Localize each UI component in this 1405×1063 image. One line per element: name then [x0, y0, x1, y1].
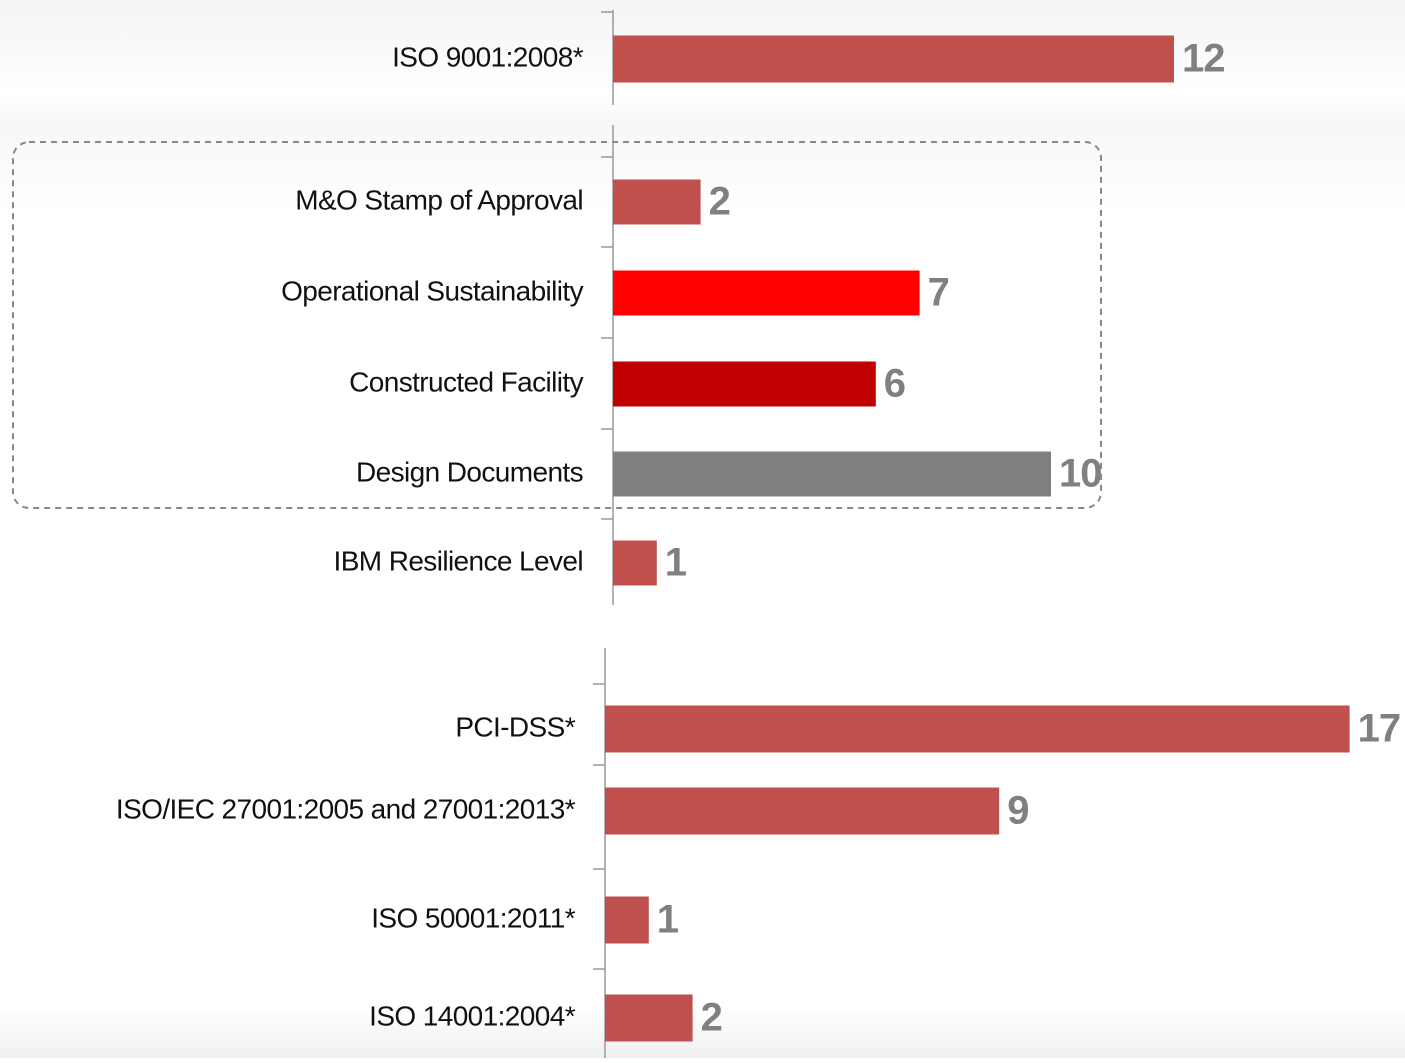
category-label: Constructed Facility — [349, 366, 583, 397]
category-label: M&O Stamp of Approval — [295, 184, 583, 215]
value-label: 6 — [884, 362, 905, 406]
category-label: IBM Resilience Level — [334, 545, 583, 576]
bar — [605, 896, 649, 944]
category-label: PCI-DSS* — [455, 711, 575, 742]
bar — [605, 787, 1000, 835]
bar — [605, 705, 1350, 753]
group-box — [12, 141, 1102, 509]
bar — [613, 361, 876, 407]
value-label: 1 — [657, 898, 679, 942]
bar — [613, 451, 1051, 497]
category-label: ISO 9001:2008* — [392, 41, 584, 72]
value-label: 9 — [1007, 789, 1028, 833]
category-label: ISO/IEC 27001:2005 and 27001:2013* — [116, 793, 576, 824]
bar — [613, 179, 701, 225]
value-label: 2 — [709, 180, 730, 224]
category-label: ISO 50001:2011* — [371, 902, 575, 933]
category-label: ISO 14001:2004* — [369, 1000, 576, 1031]
value-label: 17 — [1358, 707, 1401, 751]
bar — [613, 35, 1174, 83]
value-label: 12 — [1182, 37, 1225, 81]
bar — [605, 994, 693, 1042]
value-label: 1 — [665, 541, 687, 585]
bar — [613, 540, 657, 586]
bar — [613, 270, 920, 316]
value-label: 2 — [701, 996, 722, 1040]
category-label: Design Documents — [356, 456, 583, 487]
value-label: 10 — [1059, 452, 1102, 496]
value-label: 7 — [928, 271, 949, 315]
category-label: Operational Sustainability — [281, 275, 584, 306]
